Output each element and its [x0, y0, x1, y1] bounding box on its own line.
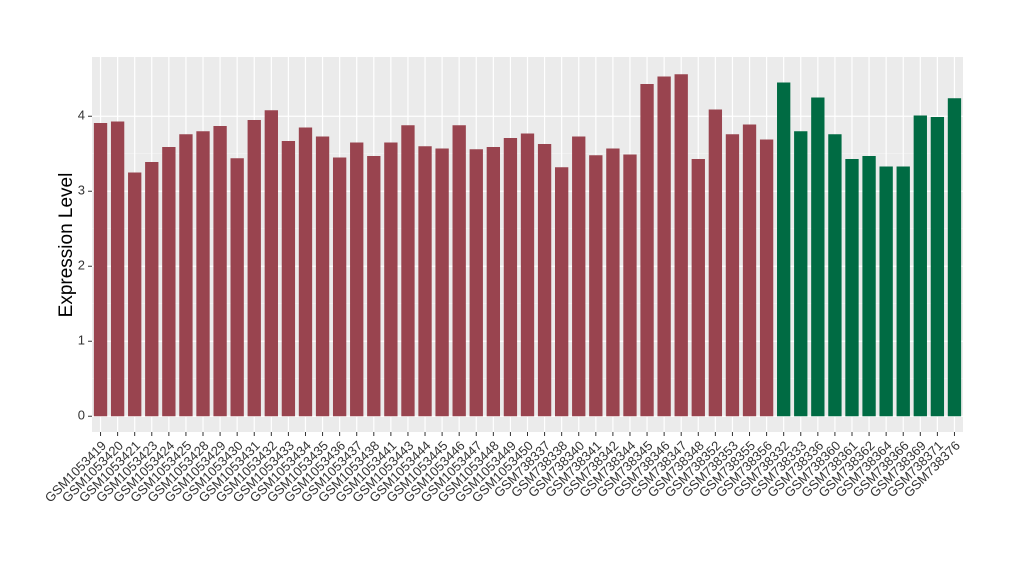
- y-tick-label: 3: [78, 183, 85, 198]
- bar: [606, 148, 620, 417]
- bar: [247, 120, 261, 417]
- bar: [725, 134, 740, 417]
- bar: [657, 76, 671, 417]
- bar: [145, 162, 159, 417]
- bar: [298, 127, 313, 417]
- bar: [281, 141, 296, 417]
- bar: [777, 82, 791, 417]
- bar: [947, 98, 962, 417]
- bar: [691, 159, 705, 417]
- bar: [589, 155, 603, 417]
- y-axis-title: Expression Level: [56, 173, 77, 318]
- bar: [367, 156, 381, 417]
- bar: [828, 134, 842, 417]
- bar: [742, 124, 757, 417]
- bar: [332, 157, 347, 417]
- bar: [110, 121, 125, 417]
- bar: [930, 117, 945, 417]
- bar: [537, 144, 552, 417]
- bar: [879, 166, 893, 417]
- bar: [503, 138, 518, 417]
- bar: [896, 166, 910, 417]
- bar: [708, 109, 723, 417]
- bar: [384, 142, 398, 417]
- bar: [452, 125, 466, 417]
- bar: [572, 136, 586, 417]
- bar: [418, 146, 432, 417]
- bar: [469, 149, 483, 417]
- bar: [230, 158, 244, 417]
- bar: [623, 154, 637, 417]
- bar: [554, 167, 569, 417]
- bar: [486, 147, 501, 417]
- bar: [179, 134, 193, 417]
- bar: [128, 172, 142, 417]
- bar: [264, 110, 278, 417]
- bar: [640, 84, 654, 417]
- bar: [794, 131, 808, 417]
- bar: [759, 139, 774, 417]
- bar: [350, 142, 364, 417]
- bar: [862, 156, 876, 417]
- y-tick-label: 1: [78, 333, 85, 348]
- bar: [93, 123, 108, 417]
- y-tick-label: 0: [78, 408, 85, 423]
- y-tick-label: 2: [78, 258, 85, 273]
- bar: [520, 133, 535, 417]
- bar: [315, 136, 330, 417]
- bar: [435, 148, 449, 417]
- bar: [913, 115, 927, 417]
- y-tick-label: 4: [78, 108, 85, 123]
- bar: [162, 147, 176, 417]
- bar: [401, 125, 415, 417]
- bar: [196, 131, 210, 417]
- bar: [845, 159, 859, 417]
- bar: [811, 97, 825, 417]
- bar: [674, 74, 688, 417]
- bar: [213, 126, 227, 417]
